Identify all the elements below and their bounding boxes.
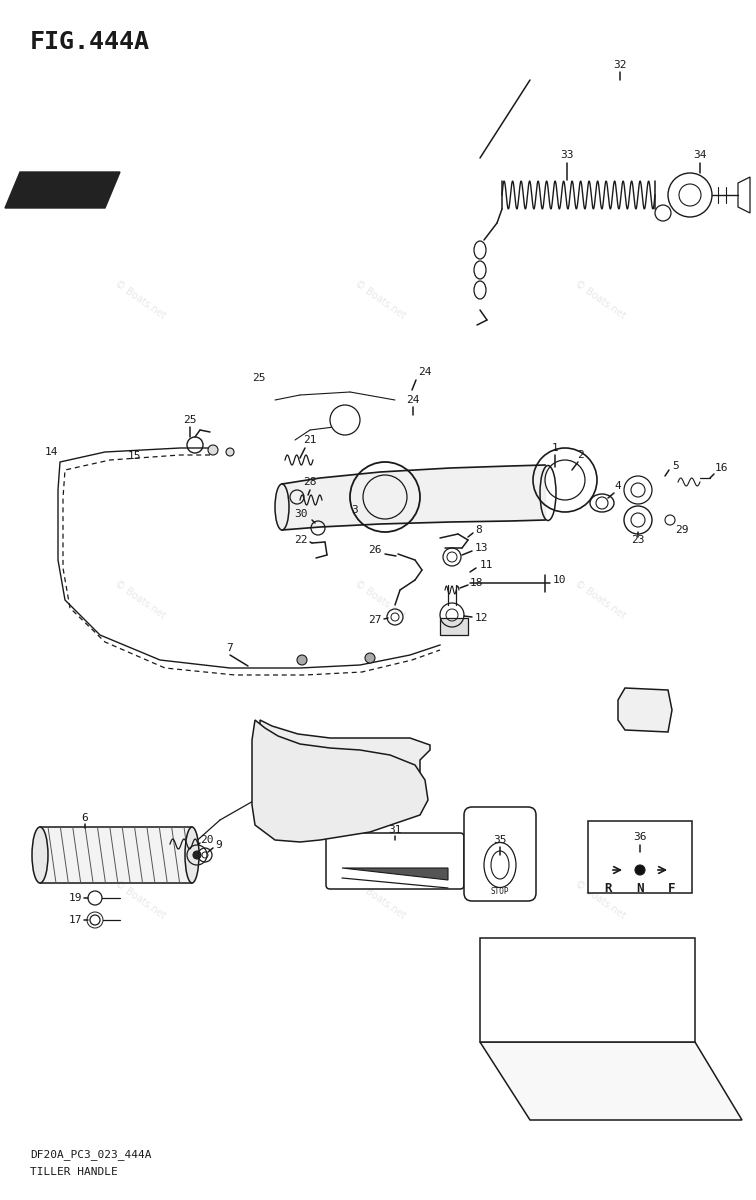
Circle shape bbox=[226, 448, 234, 456]
Polygon shape bbox=[252, 720, 428, 842]
Text: 14: 14 bbox=[45, 446, 58, 457]
Text: © Boats.net: © Boats.net bbox=[573, 878, 627, 922]
Text: 30: 30 bbox=[295, 509, 308, 518]
Text: 7: 7 bbox=[227, 643, 234, 653]
Text: © Boats.net: © Boats.net bbox=[573, 578, 627, 622]
Text: 36: 36 bbox=[634, 832, 646, 842]
Text: 24: 24 bbox=[406, 395, 420, 404]
Text: © Boats.net: © Boats.net bbox=[113, 278, 167, 322]
Text: 29: 29 bbox=[675, 526, 689, 535]
Text: 34: 34 bbox=[693, 150, 707, 160]
Text: 35: 35 bbox=[493, 835, 507, 845]
Text: R: R bbox=[604, 882, 612, 895]
Text: 27: 27 bbox=[368, 614, 382, 625]
Text: 17: 17 bbox=[69, 914, 82, 925]
Circle shape bbox=[635, 865, 645, 875]
Circle shape bbox=[297, 655, 307, 665]
Circle shape bbox=[365, 653, 375, 662]
Text: 13: 13 bbox=[475, 542, 488, 553]
Text: FIG.444A: FIG.444A bbox=[30, 30, 150, 54]
Text: 11: 11 bbox=[480, 560, 494, 570]
Text: 16: 16 bbox=[715, 463, 729, 473]
FancyBboxPatch shape bbox=[326, 833, 464, 889]
Text: N: N bbox=[637, 882, 644, 895]
Text: © Boats.net: © Boats.net bbox=[353, 578, 407, 622]
FancyBboxPatch shape bbox=[464, 806, 536, 901]
Polygon shape bbox=[480, 1042, 742, 1120]
Text: © Boats.net: © Boats.net bbox=[113, 878, 167, 922]
Text: FWD: FWD bbox=[63, 1003, 88, 1018]
Text: 15: 15 bbox=[128, 451, 141, 461]
Text: F: F bbox=[668, 882, 676, 895]
Text: 25: 25 bbox=[183, 415, 197, 425]
Text: 6: 6 bbox=[82, 814, 88, 823]
Text: 5: 5 bbox=[672, 461, 679, 470]
Text: STOP: STOP bbox=[491, 887, 510, 895]
Text: 3: 3 bbox=[352, 505, 358, 515]
Polygon shape bbox=[618, 688, 672, 732]
Text: DF20A_PC3_023_444A: DF20A_PC3_023_444A bbox=[30, 1150, 151, 1160]
Text: 24: 24 bbox=[418, 367, 432, 377]
Text: 4: 4 bbox=[615, 481, 621, 491]
Text: 22: 22 bbox=[295, 535, 308, 545]
Ellipse shape bbox=[32, 827, 48, 883]
Circle shape bbox=[330, 404, 360, 434]
Text: 18: 18 bbox=[470, 578, 484, 588]
Circle shape bbox=[208, 445, 218, 455]
Circle shape bbox=[193, 851, 201, 859]
Text: © Boats.net: © Boats.net bbox=[113, 578, 167, 622]
Polygon shape bbox=[342, 868, 448, 880]
Text: 25: 25 bbox=[253, 373, 266, 383]
Text: 28: 28 bbox=[303, 476, 317, 487]
Polygon shape bbox=[5, 172, 120, 208]
Polygon shape bbox=[440, 618, 468, 635]
Ellipse shape bbox=[185, 827, 199, 883]
Text: 19: 19 bbox=[69, 893, 82, 902]
Text: © Boats.net: © Boats.net bbox=[353, 878, 407, 922]
Text: TILLER HANDLE: TILLER HANDLE bbox=[30, 1166, 118, 1177]
Text: 31: 31 bbox=[389, 826, 401, 835]
Text: 23: 23 bbox=[631, 535, 645, 545]
Text: 12: 12 bbox=[475, 613, 488, 623]
FancyBboxPatch shape bbox=[588, 821, 692, 893]
Text: 1: 1 bbox=[552, 443, 559, 452]
Polygon shape bbox=[480, 938, 695, 1042]
Text: © Boats.net: © Boats.net bbox=[353, 278, 407, 322]
Text: 26: 26 bbox=[368, 545, 382, 554]
Text: 8: 8 bbox=[475, 526, 482, 535]
Text: 2: 2 bbox=[577, 450, 584, 460]
Text: 32: 32 bbox=[613, 60, 627, 70]
Text: 21: 21 bbox=[303, 434, 317, 445]
Polygon shape bbox=[260, 720, 430, 826]
Text: 20: 20 bbox=[200, 835, 213, 845]
Text: 33: 33 bbox=[560, 150, 574, 160]
Ellipse shape bbox=[275, 484, 289, 530]
Text: 9: 9 bbox=[215, 840, 222, 850]
Text: © Boats.net: © Boats.net bbox=[573, 278, 627, 322]
Text: 10: 10 bbox=[553, 575, 566, 584]
